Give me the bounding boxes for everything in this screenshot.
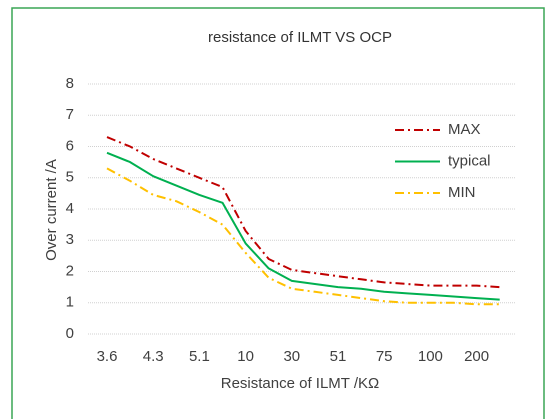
x-tick-label: 75 — [376, 348, 393, 365]
y-tick-label: 8 — [66, 75, 74, 92]
y-tick-label: 6 — [66, 137, 74, 154]
y-tick-label: 5 — [66, 169, 74, 186]
x-tick-label: 30 — [283, 348, 300, 365]
x-tick-label: 5.1 — [189, 348, 210, 365]
x-tick-label: 51 — [330, 348, 347, 365]
legend-label: MAX — [448, 121, 481, 138]
series-line — [106, 136, 500, 289]
x-tick-label: 100 — [418, 348, 443, 365]
y-tick-label: 2 — [66, 262, 74, 279]
y-tick-label: 3 — [66, 231, 74, 248]
legend-label: MIN — [448, 184, 476, 201]
y-tick-label: 0 — [66, 325, 74, 342]
x-tick-label: 4.3 — [143, 348, 164, 365]
x-tick-label: 3.6 — [97, 348, 118, 365]
x-tick-label: 200 — [464, 348, 489, 365]
x-axis-label: Resistance of ILMT /KΩ — [221, 375, 380, 392]
y-tick-label: 4 — [66, 200, 74, 217]
chart-border — [11, 7, 545, 419]
y-tick-label: 1 — [66, 294, 74, 311]
series-line — [106, 151, 500, 301]
y-tick-label: 7 — [66, 106, 74, 123]
series-line — [106, 167, 500, 306]
legend-label: typical — [448, 152, 491, 169]
chart-title: resistance of ILMT VS OCP — [208, 29, 392, 46]
x-tick-label: 10 — [237, 348, 254, 365]
y-axis-label: Over current /A — [43, 159, 60, 261]
